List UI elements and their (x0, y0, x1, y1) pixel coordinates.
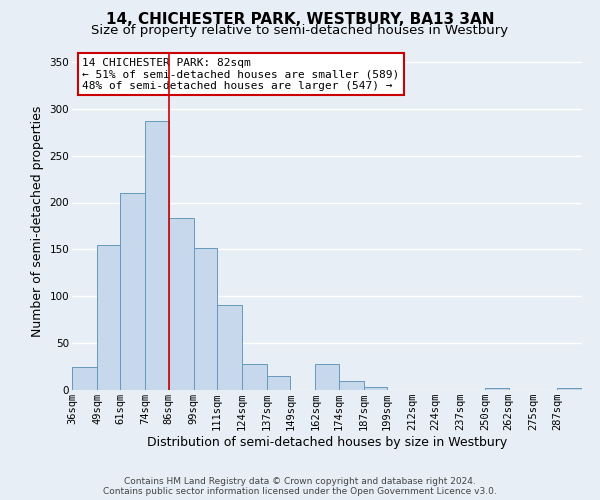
Bar (316, 364, 338, 390)
Bar (97, 244, 120, 390)
Text: 14 CHICHESTER PARK: 82sqm
← 51% of semi-detached houses are smaller (589)
48% of: 14 CHICHESTER PARK: 82sqm ← 51% of semi-… (82, 58, 400, 91)
Bar (557, 388, 582, 390)
Bar (217, 304, 242, 390)
Bar (145, 121, 169, 390)
Y-axis label: Number of semi-detached properties: Number of semi-detached properties (31, 106, 44, 337)
Bar (485, 388, 509, 390)
Bar (364, 387, 387, 390)
Bar (72, 366, 97, 390)
Bar (242, 364, 267, 390)
Text: Size of property relative to semi-detached houses in Westbury: Size of property relative to semi-detach… (91, 24, 509, 37)
Bar (338, 380, 364, 390)
Text: Contains HM Land Registry data © Crown copyright and database right 2024.
Contai: Contains HM Land Registry data © Crown c… (103, 476, 497, 496)
Bar (267, 376, 290, 390)
X-axis label: Distribution of semi-detached houses by size in Westbury: Distribution of semi-detached houses by … (147, 436, 507, 449)
Text: 14, CHICHESTER PARK, WESTBURY, BA13 3AN: 14, CHICHESTER PARK, WESTBURY, BA13 3AN (106, 12, 494, 28)
Bar (169, 218, 194, 390)
Bar (120, 193, 145, 390)
Bar (194, 248, 217, 390)
